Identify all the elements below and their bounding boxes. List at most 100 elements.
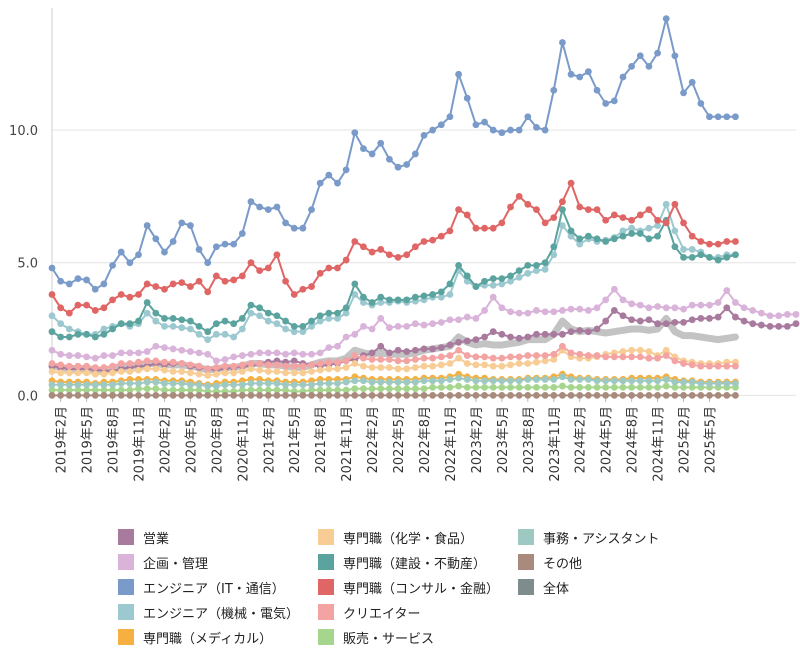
data-point — [489, 391, 497, 399]
data-point — [472, 283, 480, 290]
legend-label: エンジニア（機械・電気） — [143, 606, 300, 622]
data-point — [446, 291, 454, 298]
data-point — [680, 378, 687, 386]
data-point — [316, 366, 324, 374]
data-point — [429, 391, 437, 399]
data-point — [584, 206, 592, 214]
data-point — [593, 325, 601, 333]
data-point — [351, 377, 359, 385]
data-point — [264, 317, 272, 325]
data-point — [489, 126, 497, 134]
data-point — [48, 391, 56, 399]
legend-item-creator[interactable]: クリエイター — [318, 602, 420, 622]
data-point — [91, 285, 99, 293]
data-point — [602, 296, 610, 304]
data-point — [290, 291, 298, 298]
data-point — [576, 203, 584, 211]
data-point — [351, 280, 359, 288]
data-point — [264, 391, 272, 399]
data-point — [100, 386, 108, 394]
data-point — [152, 365, 160, 373]
data-point — [65, 352, 73, 359]
series-line — [51, 182, 737, 315]
data-point — [455, 382, 462, 390]
series-1 — [48, 285, 800, 365]
data-point — [126, 259, 134, 267]
legend-item-sales[interactable]: 営業 — [118, 527, 169, 547]
data-point — [57, 391, 65, 399]
data-point — [593, 206, 601, 214]
data-point — [221, 240, 229, 248]
data-point — [688, 361, 696, 369]
data-point — [723, 380, 731, 387]
data-point — [723, 362, 731, 370]
data-point — [74, 301, 82, 309]
data-point — [680, 246, 687, 253]
data-point — [481, 224, 488, 232]
data-point — [135, 385, 142, 393]
data-point — [351, 129, 359, 137]
data-point — [264, 264, 272, 272]
legend-item-retail[interactable]: 販売・サービス — [318, 627, 434, 647]
data-point — [351, 385, 359, 393]
data-point — [732, 251, 739, 259]
data-point — [290, 369, 298, 377]
legend-item-planning[interactable]: 企画・管理 — [118, 552, 208, 572]
legend-item-office[interactable]: 事務・アシスタント — [518, 527, 659, 547]
data-point — [169, 238, 177, 245]
data-point — [680, 253, 687, 261]
data-point — [533, 307, 540, 314]
legend-item-other[interactable]: その他 — [518, 552, 582, 572]
legend-label: エンジニア（IT・通信） — [143, 581, 285, 597]
data-point — [610, 353, 618, 361]
data-point — [74, 352, 82, 359]
data-point — [195, 370, 203, 378]
legend-item-consulting[interactable]: 専門職（コンサル・金融） — [318, 577, 499, 597]
data-point — [169, 386, 177, 394]
data-point — [455, 261, 462, 269]
data-point — [290, 349, 298, 357]
data-point — [221, 330, 229, 338]
data-point — [680, 219, 687, 227]
data-point — [740, 304, 748, 312]
data-point — [204, 382, 212, 390]
data-point — [377, 356, 385, 363]
data-point — [282, 369, 289, 377]
data-point — [117, 291, 125, 298]
data-point — [706, 113, 713, 121]
data-point — [247, 365, 255, 373]
legend-item-medical[interactable]: 専門職（メディカル） — [118, 627, 272, 647]
data-point — [221, 356, 229, 363]
legend-item-engineer-mech[interactable]: エンジニア（機械・電気） — [118, 602, 299, 622]
data-point — [143, 222, 151, 229]
data-point — [377, 378, 385, 386]
data-point — [169, 280, 177, 288]
legend-item-chemistry[interactable]: 専門職（化学・食品） — [318, 527, 473, 547]
data-point — [524, 333, 532, 341]
data-point — [498, 304, 506, 312]
data-point — [723, 391, 731, 399]
data-point — [325, 380, 333, 387]
data-point — [57, 277, 65, 285]
legend-item-overall[interactable]: 全体 — [518, 577, 569, 597]
data-point — [109, 391, 116, 399]
data-point — [143, 299, 151, 306]
legend-swatch — [118, 579, 134, 595]
data-point — [602, 216, 610, 224]
data-point — [567, 232, 575, 240]
data-point — [238, 381, 246, 389]
data-point — [584, 232, 592, 240]
legend-item-engineer-it[interactable]: エンジニア（IT・通信） — [118, 577, 285, 597]
x-tick-label: 2024年8月 — [626, 406, 641, 473]
data-point — [559, 39, 566, 46]
x-tick-label: 2025年2月 — [678, 406, 693, 473]
data-point — [83, 330, 90, 338]
data-point — [533, 383, 540, 391]
data-point — [645, 206, 653, 214]
legend-item-construction[interactable]: 専門職（建設・不動産） — [318, 552, 486, 572]
data-point — [264, 309, 272, 317]
data-point — [342, 309, 350, 317]
data-point — [238, 361, 246, 369]
data-point — [290, 328, 298, 336]
data-point — [342, 378, 350, 386]
